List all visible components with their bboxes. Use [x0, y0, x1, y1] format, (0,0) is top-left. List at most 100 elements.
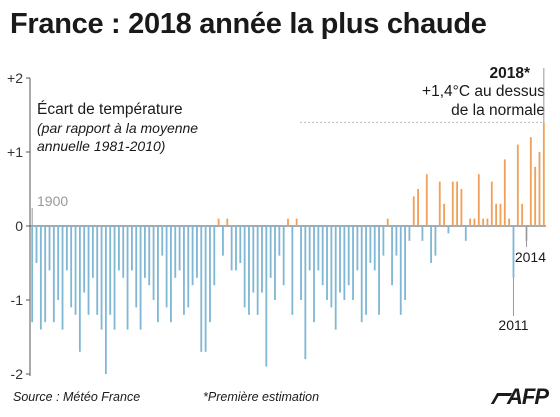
afp-logo: AFP — [490, 384, 549, 410]
bar-1902 — [39, 226, 42, 330]
bar-2007 — [495, 203, 498, 226]
bar-1997 — [451, 181, 454, 226]
bar-1995 — [443, 203, 446, 226]
bar-1986 — [404, 226, 406, 300]
bar-1917 — [104, 226, 107, 374]
bar-2002 — [473, 218, 476, 226]
bar-1957 — [278, 226, 281, 256]
bar-1976 — [360, 226, 363, 323]
y-tick-label: -2 — [11, 366, 24, 382]
bar-1981 — [382, 226, 385, 256]
bar-1953 — [261, 226, 263, 293]
bar-2003 — [477, 174, 480, 226]
source-note: Source : Météo France — [13, 390, 141, 404]
y-tick-label: +1 — [7, 144, 23, 160]
bar-1999 — [460, 189, 463, 226]
bar-1930 — [161, 226, 164, 256]
bar-1972 — [343, 226, 346, 300]
chart-annotations: Écart de température (par rapport à la mo… — [31, 65, 546, 333]
y-tick-label: 0 — [15, 218, 23, 234]
start-year-label: 1900 — [37, 193, 68, 209]
bar-1904 — [48, 226, 51, 271]
bar-1909 — [70, 226, 73, 308]
bar-2016 — [534, 166, 537, 226]
bar-1948 — [239, 226, 242, 263]
year-2011-label: 2011 — [498, 317, 528, 333]
bar-1914 — [91, 226, 94, 278]
bar-1905 — [52, 226, 55, 323]
logo-text: AFP — [507, 384, 549, 409]
bar-1993 — [434, 226, 437, 256]
bar-1945 — [226, 218, 229, 226]
bar-1982 — [386, 218, 389, 226]
bar-1938 — [196, 226, 198, 278]
bar-1900 — [31, 226, 34, 323]
bars — [31, 122, 545, 374]
bar-1932 — [170, 226, 172, 323]
bar-1991 — [425, 174, 428, 226]
bar-1916 — [100, 226, 103, 330]
y-tick-label: -1 — [11, 292, 24, 308]
bar-1954 — [265, 226, 268, 367]
bar-1990 — [421, 226, 424, 241]
bar-1936 — [187, 226, 190, 308]
bar-1920 — [117, 226, 120, 271]
bar-1926 — [144, 226, 146, 278]
bar-2000 — [464, 226, 467, 241]
bar-1966 — [317, 226, 320, 271]
bar-1928 — [152, 226, 155, 300]
bar-1975 — [356, 226, 359, 271]
bar-1969 — [330, 226, 333, 308]
bar-1961 — [295, 218, 298, 226]
bar-1968 — [326, 226, 328, 300]
bar-1963 — [304, 226, 307, 360]
bar-1994 — [438, 181, 441, 226]
record-year-label: 2018* — [489, 65, 530, 82]
bar-2017 — [538, 152, 541, 226]
bar-1960 — [291, 226, 294, 315]
bar-2009 — [503, 159, 506, 226]
bar-1985 — [399, 226, 402, 315]
bar-2012 — [516, 144, 519, 226]
bar-1908 — [65, 226, 68, 271]
bar-2001 — [469, 218, 472, 226]
bar-1924 — [135, 226, 138, 308]
bar-2018 — [542, 122, 545, 226]
bar-1915 — [96, 226, 99, 315]
bar-1974 — [352, 226, 354, 300]
bar-1983 — [391, 226, 393, 286]
bar-1943 — [217, 218, 220, 226]
bar-2013 — [521, 203, 524, 226]
bar-1949 — [243, 226, 246, 308]
bar-1987 — [408, 226, 411, 241]
bar-1947 — [235, 226, 237, 271]
bar-1956 — [274, 226, 276, 300]
bar-1978 — [369, 226, 372, 263]
bar-1988 — [412, 196, 415, 226]
bar-1992 — [430, 226, 432, 263]
bar-1952 — [256, 226, 259, 315]
y-tick-label: +2 — [7, 70, 23, 86]
bar-1979 — [373, 226, 376, 271]
bar-1958 — [282, 226, 285, 286]
bar-1944 — [222, 226, 224, 256]
bar-1977 — [365, 226, 367, 315]
bar-1912 — [83, 226, 86, 293]
bar-1921 — [122, 226, 125, 278]
bar-1931 — [165, 226, 168, 308]
y-axis-label: Écart de température — [37, 101, 183, 118]
bar-1942 — [213, 226, 216, 286]
bar-1937 — [191, 226, 194, 286]
bar-2005 — [486, 218, 489, 226]
bar-1955 — [269, 226, 272, 278]
bar-1946 — [230, 226, 233, 271]
bar-1965 — [313, 226, 315, 323]
record-text-line-1: +1,4°C au dessus — [422, 83, 545, 100]
bar-1919 — [113, 226, 116, 330]
bar-1901 — [35, 226, 38, 263]
bar-1922 — [126, 226, 129, 330]
bar-1996 — [447, 226, 450, 234]
bar-2015 — [529, 137, 532, 226]
bar-1950 — [248, 226, 250, 315]
